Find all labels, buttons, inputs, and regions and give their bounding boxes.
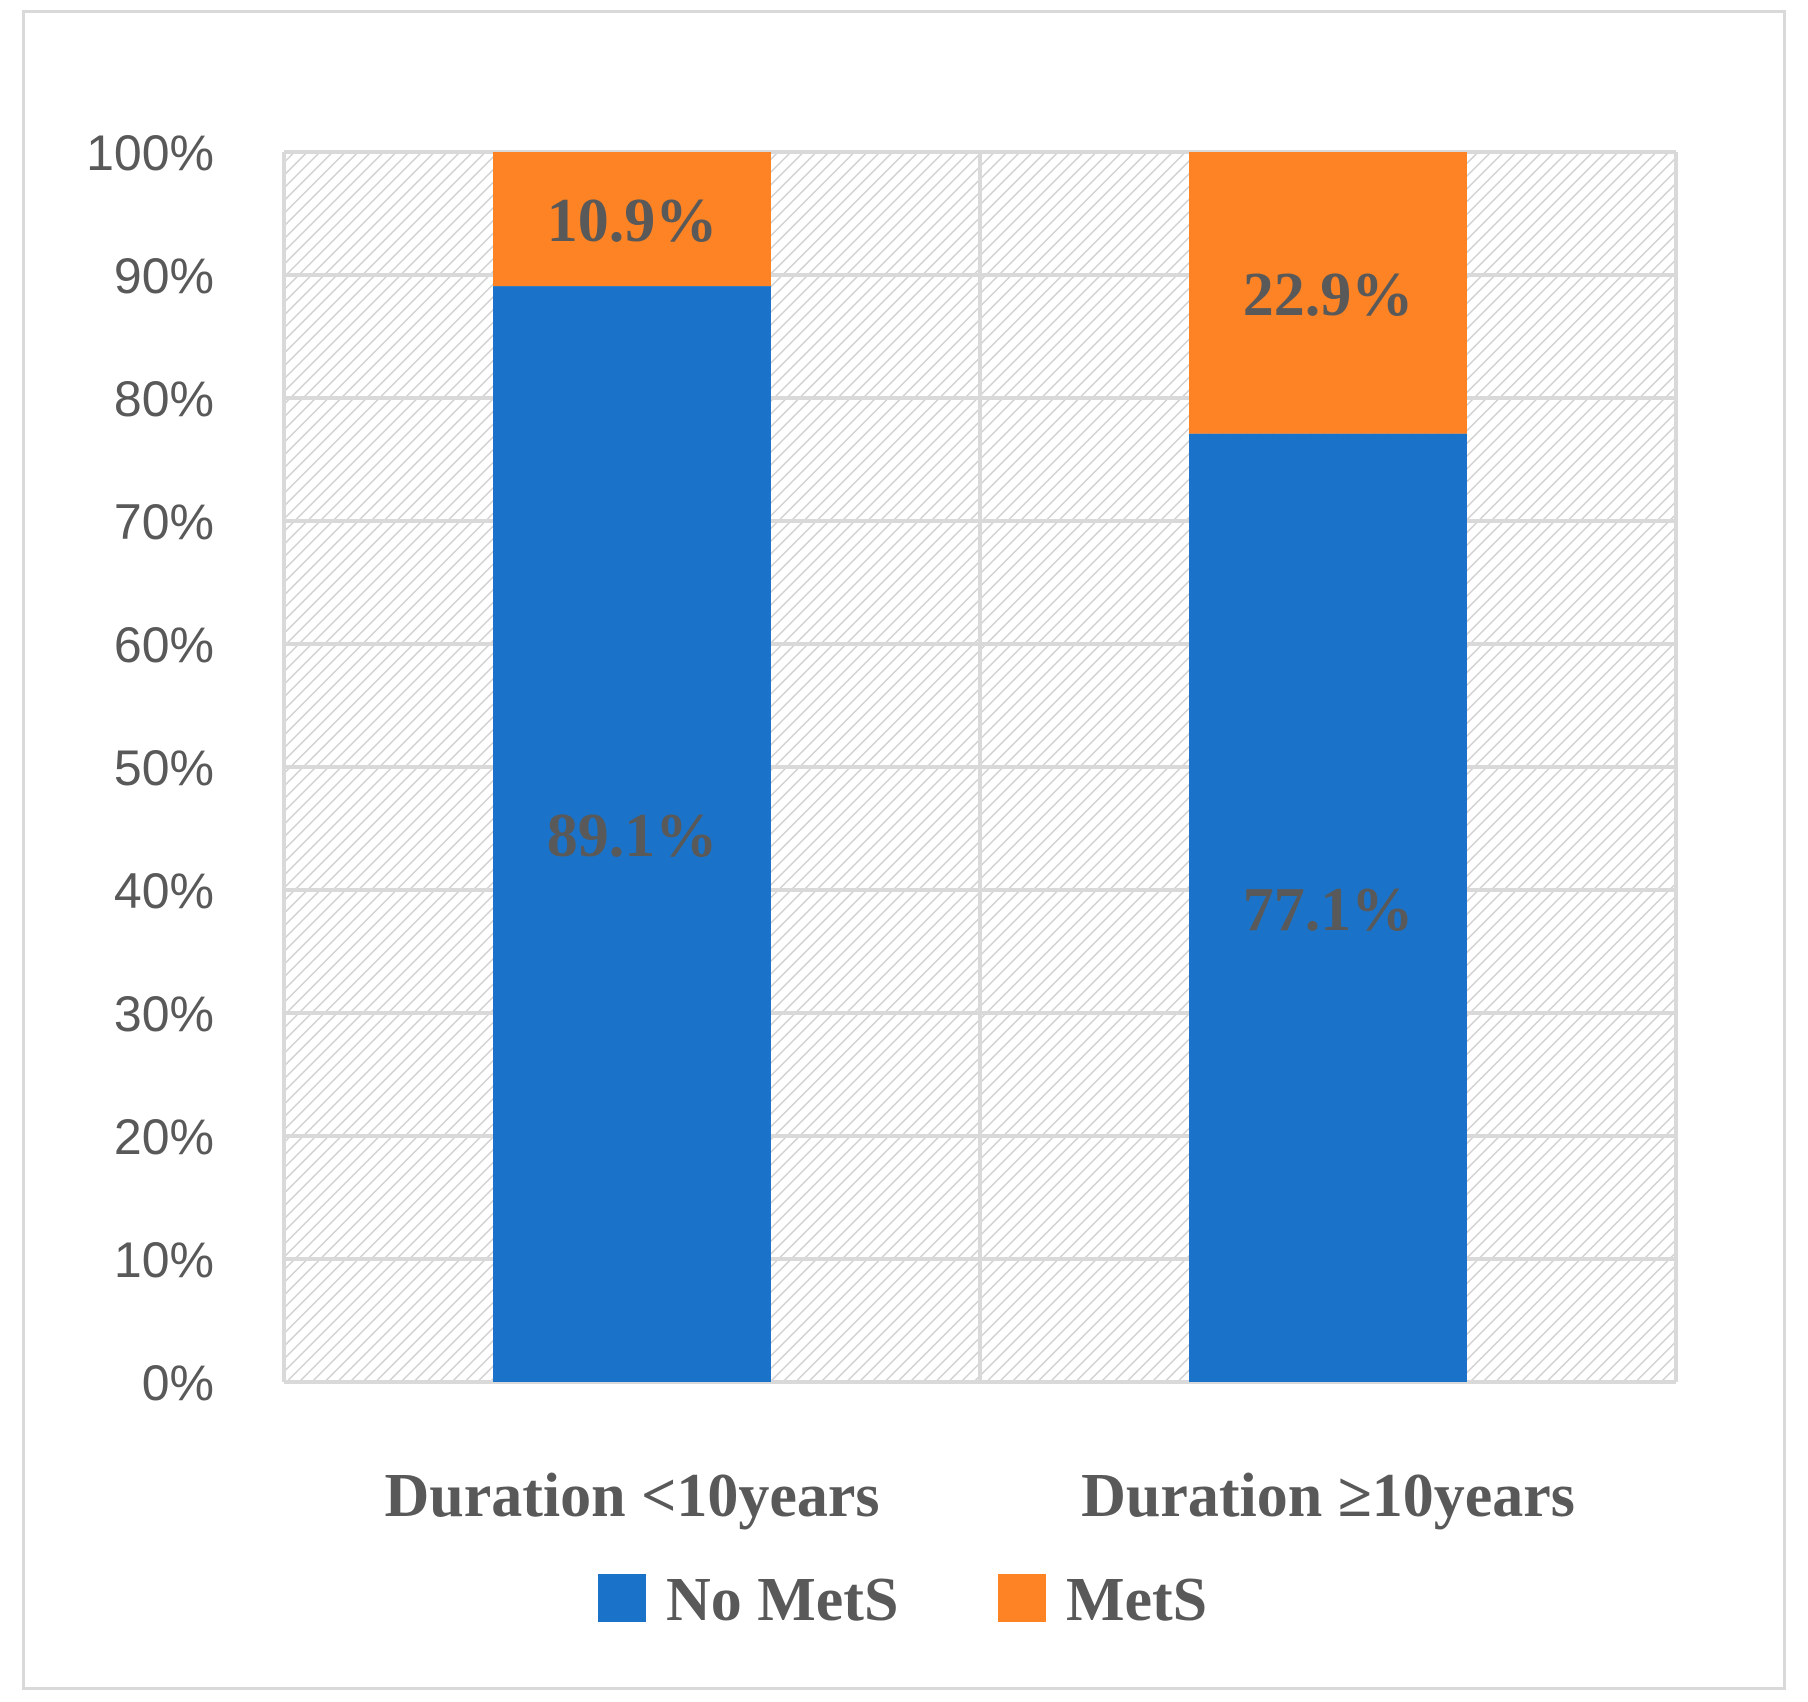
x-category-label: Duration ≥10years bbox=[1081, 1462, 1575, 1530]
y-tick-label: 30% bbox=[114, 986, 214, 1042]
y-tick-label: 70% bbox=[114, 494, 214, 550]
data-labels: 89.1% 10.9% 77.1% 22.9% bbox=[547, 187, 1414, 944]
y-tick-label: 60% bbox=[114, 617, 214, 673]
y-tick-label: 40% bbox=[114, 863, 214, 919]
y-axis-labels: 0% 10% 20% 30% 40% 50% 60% 70% 80% 90% 100% bbox=[86, 125, 214, 1411]
y-tick-label: 50% bbox=[114, 740, 214, 796]
bar-segment-no-mets bbox=[493, 286, 771, 1382]
data-label: 89.1% bbox=[547, 802, 718, 870]
bar-segment-mets bbox=[1189, 152, 1467, 434]
bar-segment-no-mets bbox=[1189, 433, 1467, 1382]
y-tick-label: 90% bbox=[114, 248, 214, 304]
data-label: 10.9% bbox=[547, 187, 718, 255]
x-axis-labels: Duration <10years Duration ≥10years bbox=[384, 1462, 1574, 1530]
chart-frame bbox=[22, 10, 1786, 1690]
y-tick-label: 20% bbox=[114, 1109, 214, 1165]
y-tick-label: 100% bbox=[86, 125, 214, 181]
data-label: 22.9% bbox=[1243, 261, 1414, 329]
x-category-label: Duration <10years bbox=[384, 1462, 879, 1530]
bar-segment-mets bbox=[493, 152, 771, 287]
bars bbox=[493, 152, 1467, 1382]
legend-label: No MetS bbox=[666, 1566, 898, 1634]
legend-swatch bbox=[598, 1574, 646, 1622]
y-tick-label: 0% bbox=[142, 1355, 214, 1411]
legend-swatch bbox=[998, 1574, 1046, 1622]
y-tick-label: 10% bbox=[114, 1232, 214, 1288]
legend: No MetS MetS bbox=[598, 1566, 1207, 1634]
data-label: 77.1% bbox=[1243, 876, 1414, 944]
y-tick-label: 80% bbox=[114, 371, 214, 427]
legend-label: MetS bbox=[1066, 1566, 1207, 1634]
